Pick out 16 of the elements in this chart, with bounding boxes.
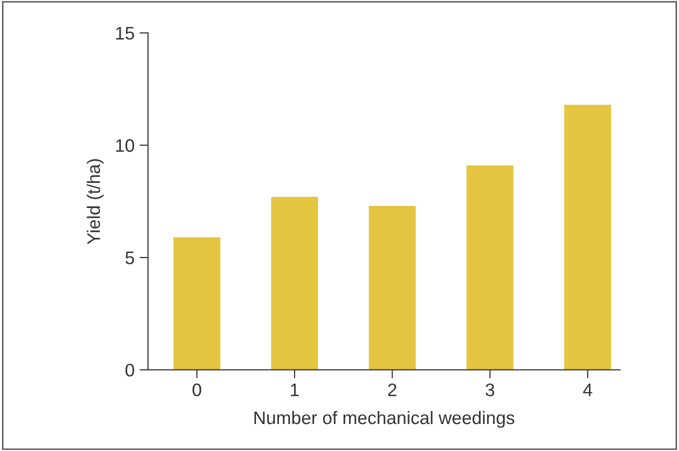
bar [466,165,514,370]
bar [564,104,612,370]
x-tick-label: 1 [290,384,299,396]
y-tick-label: 5 [126,252,134,264]
x-tick-label: 2 [388,383,396,396]
x-tick-label: 3 [486,383,494,396]
x-axis-title: Number of mechanical weedings [254,410,514,428]
y-tick-label: 15 [116,27,134,40]
y-axis-title: Yield (t/ha) [86,159,104,244]
x-tick-label: 0 [192,383,202,396]
y-tick-label: 0 [125,364,134,377]
bar [368,206,416,370]
bar [173,237,220,370]
y-tick-label: 10 [116,139,134,152]
x-tick-label: 4 [583,384,592,396]
bar [271,196,318,370]
